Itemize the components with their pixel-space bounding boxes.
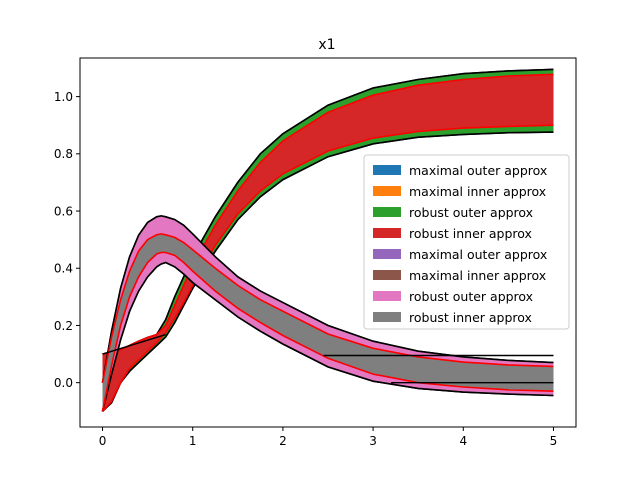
- legend-label-2: robust outer approx: [409, 205, 533, 220]
- legend: maximal outer approx maximal inner approx…: [363, 154, 570, 330]
- legend-label-6: robust outer approx: [409, 289, 533, 304]
- x-tick-label: 4: [459, 434, 467, 448]
- legend-swatch-3: [373, 228, 401, 238]
- x-tick-label: 5: [550, 434, 558, 448]
- band-robust-inner-approx-7: [102, 233, 554, 412]
- y-tick-label: 0.2: [54, 319, 73, 333]
- x-tick-label: 2: [279, 434, 287, 448]
- legend-label-1: maximal inner approx: [409, 184, 546, 199]
- legend-swatch-0: [373, 165, 401, 175]
- x-tick-label: 3: [369, 434, 377, 448]
- band-lower-edge-3: [101, 124, 554, 412]
- legend-swatch-5: [373, 270, 401, 280]
- y-tick-label: 0.0: [54, 376, 73, 390]
- x-axis: 0 1 2 3 4 5: [99, 427, 558, 448]
- axes-frame: [79, 57, 577, 428]
- band-upper-edge-7: [101, 233, 554, 383]
- band-lower-edge-6: [101, 261, 554, 412]
- legend-label-7: robust inner approx: [409, 310, 532, 325]
- reference-segment-0: [102, 333, 166, 355]
- y-tick-label: 1.0: [54, 90, 73, 104]
- y-tick-label: 0.6: [54, 204, 73, 218]
- legend-swatch-7: [373, 312, 401, 322]
- y-tick-label: 0.4: [54, 262, 73, 276]
- y-axis: 0.0 0.2 0.4 0.6 0.8 1.0: [54, 90, 80, 390]
- band-upper-edge-6: [101, 215, 554, 383]
- band-robust-inner-approx-3: [102, 74, 554, 412]
- band-lower-edge-2: [101, 131, 554, 412]
- chart-title: x1: [318, 37, 335, 53]
- legend-swatch-2: [373, 207, 401, 217]
- legend-label-5: maximal inner approx: [409, 268, 546, 283]
- x-tick-label: 0: [99, 434, 107, 448]
- legend-label-4: maximal outer approx: [409, 247, 547, 262]
- legend-swatch-6: [373, 291, 401, 301]
- legend-swatch-1: [373, 186, 401, 196]
- legend-swatch-4: [373, 249, 401, 259]
- legend-box: [363, 154, 570, 330]
- plot-area: [101, 68, 554, 412]
- legend-label-3: robust inner approx: [409, 226, 532, 241]
- legend-label-0: maximal outer approx: [409, 163, 547, 178]
- band-lower-edge-7: [101, 251, 554, 412]
- y-tick-label: 0.8: [54, 147, 73, 161]
- x-tick-label: 1: [189, 434, 197, 448]
